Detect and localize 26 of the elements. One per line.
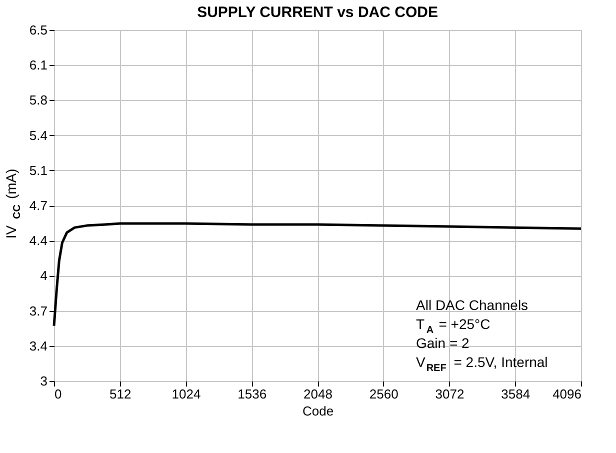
y-tick-label: 4.4 [29, 233, 48, 248]
y-tick-label: 6.5 [29, 22, 48, 38]
x-tick-label: 1024 [172, 386, 201, 402]
x-tick-label: 2560 [369, 386, 398, 402]
y-tick-label: 5.8 [29, 92, 48, 108]
x-tick-label: 512 [110, 386, 132, 402]
x-tick-label: 0 [54, 386, 62, 402]
x-tick-label: 1536 [238, 386, 267, 402]
y-tick-label: 4.7 [29, 198, 48, 213]
x-tick-label: 4096 [552, 386, 582, 402]
x-axis-title: Code [302, 404, 334, 418]
y-tick-label: 4 [40, 268, 48, 284]
annotation: All DAC Channels [416, 297, 528, 313]
x-tick-label: 3072 [435, 386, 464, 402]
y-tick-label: 6.1 [29, 58, 48, 73]
chart-title: SUPPLY CURRENT vs DAC CODE [197, 4, 438, 21]
y-tick-label: 3 [40, 374, 48, 388]
y-axis-title: IVCC (mA) [3, 168, 23, 239]
line-series [52, 222, 582, 328]
x-tick-label: 3584 [501, 386, 530, 402]
y-tick-label: 5.4 [29, 128, 48, 143]
x-tick-label: 2048 [304, 386, 332, 402]
y-tick-label: 3.4 [29, 338, 48, 354]
annotation: Gain = 2 [416, 335, 470, 351]
y-tick-label: 5.1 [29, 162, 48, 178]
y-tick-label: 3.7 [29, 303, 48, 318]
